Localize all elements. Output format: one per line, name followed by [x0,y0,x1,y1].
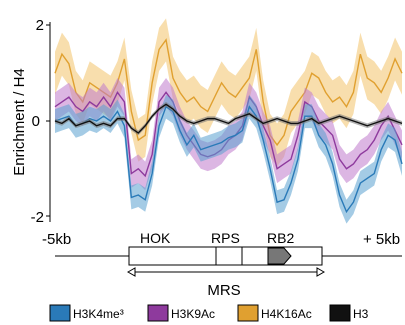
legend-label-h3k4me-: H3K4me³ [73,307,124,321]
gene-map [55,246,402,277]
y-tick-label-2: 2 [36,17,44,34]
region-label-rb2: RB2 [267,230,294,246]
legend-label-h4k16ac: H4K16Ac [261,307,312,321]
legend-swatch-h4k16ac [237,304,259,322]
legend-swatch-h3 [329,304,351,322]
region-label-rps: RPS [211,230,240,246]
region-label-hok: HOK [140,230,171,246]
series-layer [54,18,403,224]
y-tick-label-minus-2: -2 [31,209,44,226]
series-line-h3 [54,103,403,134]
y-tick-label-0: 0 [32,113,40,130]
x-tick-label-left: -5kb [42,231,71,248]
x-tick-label-right: + 5kb [363,231,400,248]
mrs-label: MRS [207,282,240,299]
series-line-h3k4me- [54,105,403,214]
rb2-arrow-icon [267,247,292,265]
legend-label-h3k9ac: H3K9Ac [171,307,215,321]
legend-label-h3: H3 [353,307,369,321]
y-axis-title: Enrichment / H4 [11,68,28,176]
gene-map-box [128,246,323,266]
mrs-right-arrow-icon [316,267,326,277]
legend-swatch-h3k9ac [147,304,169,322]
band-h3 [55,101,402,136]
legend: H3K4me³ H3K9Ac H4K16Ac H3 [49,304,369,322]
mrs-left-arrow-icon [126,267,136,277]
legend-swatch-h3k4me- [49,304,71,322]
